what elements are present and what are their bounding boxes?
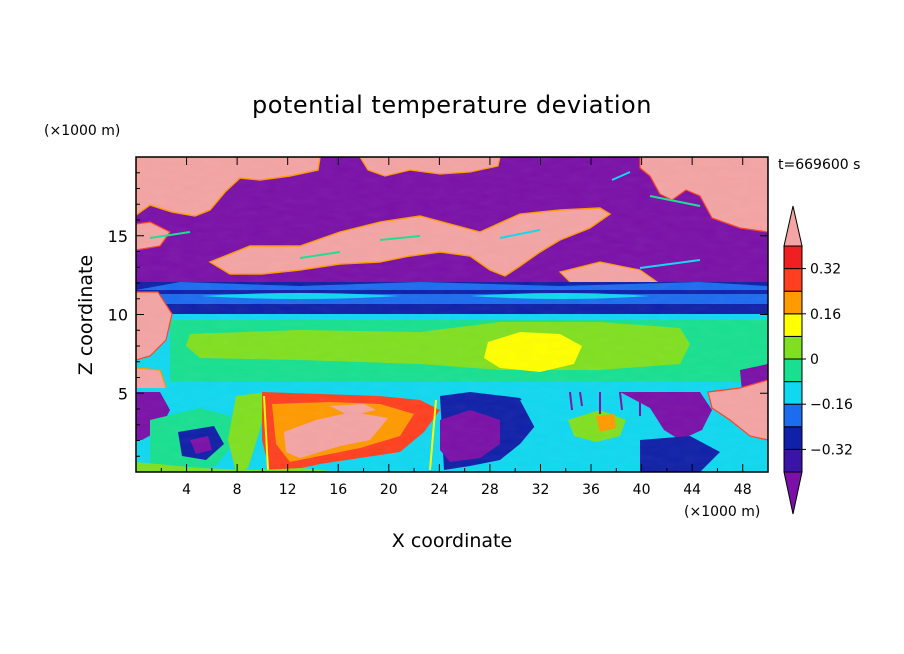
x-tick-label: 28 [481,482,499,498]
y-tick-label: 15 [108,227,128,246]
colorbar-box [783,268,803,292]
colorbar-tick-label: −0.32 [810,442,853,458]
x-tick-label: 24 [430,482,448,498]
colorbar-box [783,381,803,405]
colorbar-box [783,403,803,428]
colorbar-box [783,290,803,315]
contour-field [136,157,768,472]
time-label: t=669600 s [778,157,860,173]
x-tick-label: 8 [233,482,242,498]
colorbar-tick-label: 0.32 [810,262,841,278]
x-tick-label: 20 [380,482,398,498]
colorbar-extend-low [783,471,803,515]
colorbar-tick-label: 0 [810,352,819,368]
colorbar-box [783,358,803,383]
colorbar-tick-label: 0.16 [810,307,841,323]
x-tick-label: 48 [734,482,752,498]
chart-title: potential temperature deviation [252,91,652,119]
texture-overlay [136,157,768,472]
y-axis: 5 10 15 [108,172,768,457]
x-tick-label: 16 [329,482,347,498]
colorbar-box [783,313,803,337]
x-tick-label: 40 [633,482,651,498]
y-unit-label: (×1000 m) [44,123,120,139]
colorbar-box [783,335,803,360]
colorbar-box [783,245,803,270]
y-tick-label: 10 [108,306,128,325]
x-tick-label: 36 [582,482,600,498]
colorbar-box [783,426,803,450]
x-unit-label: (×1000 m) [684,504,760,520]
colorbar: 0.32 0.16 0 −0.16 −0.32 [783,205,853,515]
colorbar-extend-high [783,205,803,247]
x-tick-label: 12 [279,482,297,498]
y-axis-label: Z coordinate [75,255,97,375]
x-tick-label: 4 [182,482,191,498]
x-tick-label: 32 [532,482,550,498]
x-axis: 4 8 12 16 20 24 28 32 36 40 44 48 [160,157,752,498]
colorbar-tick-label: −0.16 [810,397,853,413]
y-tick-label: 5 [118,384,128,403]
x-axis-label: X coordinate [392,530,512,552]
colorbar-box [783,448,803,473]
x-tick-label: 44 [683,482,701,498]
